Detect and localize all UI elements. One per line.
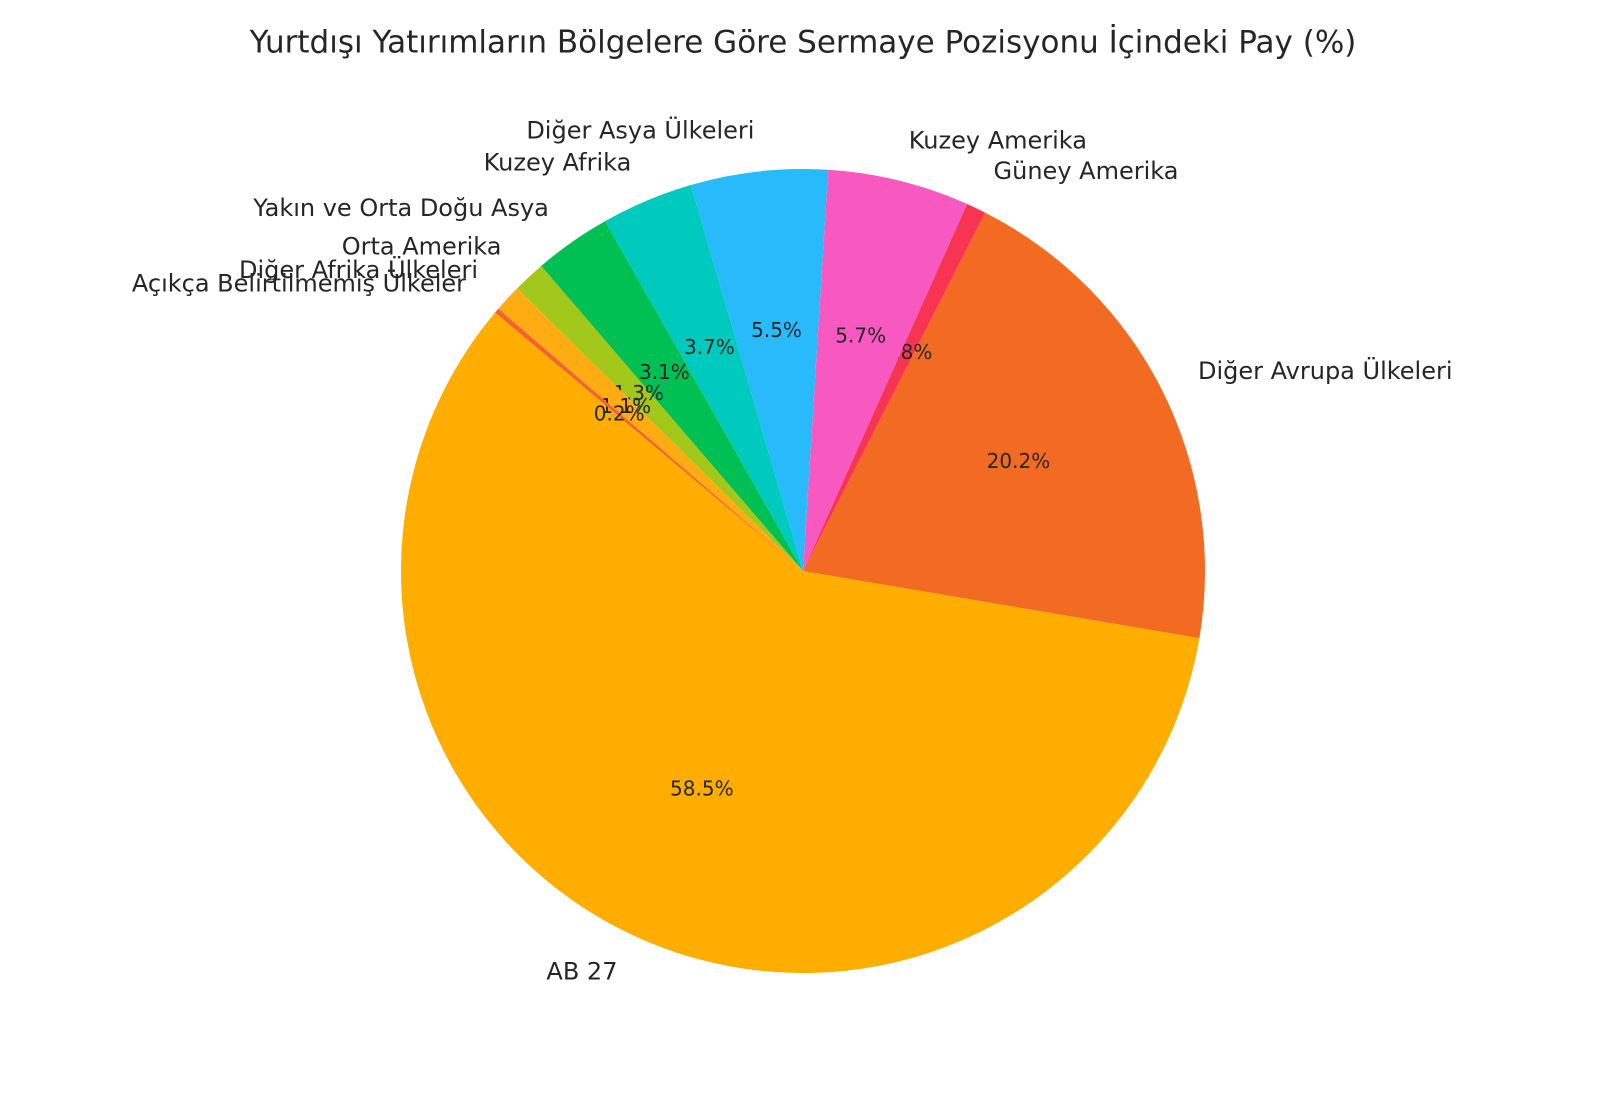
slice-label: Açıkça Belirtilmemiş Ülkeler — [132, 269, 466, 298]
value-label: 5.5% — [751, 318, 802, 342]
value-label: 3.7% — [684, 335, 735, 359]
slice-label: Orta Amerika — [342, 233, 502, 261]
slice-label: Kuzey Afrika — [484, 148, 632, 176]
pie-slice — [803, 212, 1206, 639]
value-label: 20.2% — [987, 449, 1051, 473]
pie-slice — [401, 312, 1200, 974]
slice-label: Diğer Avrupa Ülkeleri — [1198, 356, 1453, 385]
pie-slice — [498, 288, 803, 571]
pie-slice — [690, 169, 829, 571]
pie-slice — [495, 308, 803, 571]
slice-label: AB 27 — [546, 957, 617, 985]
value-label: 0.2% — [594, 401, 645, 425]
slice-label: Yakın ve Orta Doğu Asya — [252, 194, 549, 222]
value-label: 58.5% — [670, 776, 734, 800]
pie-slice — [605, 184, 803, 571]
pie-slice — [803, 169, 968, 571]
pie-slice — [541, 221, 803, 572]
chart-title: Yurtdışı Yatırımların Bölgelere Göre Ser… — [249, 25, 1357, 61]
slice-label: Güney Amerika — [994, 157, 1179, 185]
value-label: 3.1% — [639, 360, 690, 384]
pie-slice — [803, 204, 986, 572]
value-label: 5.7% — [835, 323, 886, 347]
slice-label: Kuzey Amerika — [909, 127, 1087, 155]
pie-slice — [517, 265, 803, 571]
slice-label: Diğer Afrika Ülkeleri — [239, 255, 478, 284]
slice-label: Diğer Asya Ülkeleri — [526, 115, 754, 144]
